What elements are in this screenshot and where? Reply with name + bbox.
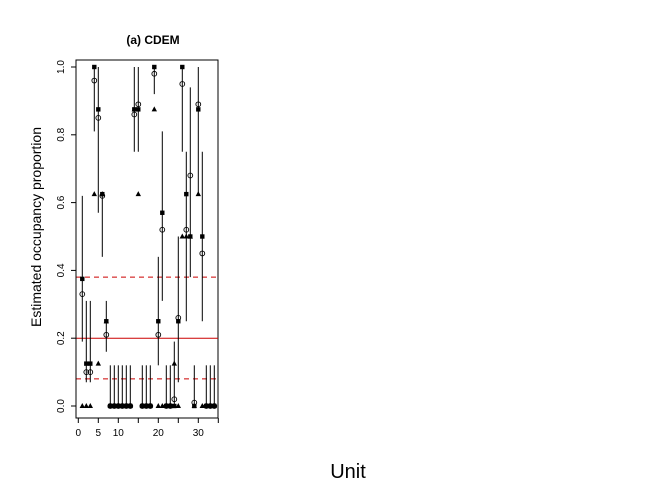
- triangle-point-unit-14: [131, 106, 137, 112]
- circle-point-unit-3: [87, 369, 94, 375]
- triangle-point-unit-5: [95, 360, 101, 366]
- circle-point-unit-24: [171, 396, 178, 403]
- triangle-point-unit-25: [175, 403, 181, 408]
- triangle-point-unit-3: [87, 403, 93, 408]
- circle-point-unit-19: [151, 70, 158, 77]
- y-tick-label-1: 0.2: [56, 331, 67, 345]
- circle-point-unit-2: [83, 369, 90, 375]
- square-point-unit-21: [160, 210, 165, 215]
- triangle-point-unit-2: [83, 403, 89, 408]
- square-point-unit-27: [184, 191, 189, 197]
- triangle-point-unit-28: [187, 233, 193, 239]
- triangle-point-unit-23: [167, 403, 173, 408]
- triangle-point-unit-16: [139, 403, 145, 408]
- square-point-unit-30: [196, 107, 201, 112]
- triangle-point-unit-19: [151, 106, 157, 112]
- circle-point-unit-20: [155, 331, 162, 338]
- x-tick-label-4: 30: [193, 428, 205, 439]
- triangle-point-unit-20: [155, 403, 161, 408]
- circle-point-unit-4: [91, 77, 98, 84]
- x-tick-label-3: 20: [153, 428, 165, 439]
- square-point-unit-25: [176, 319, 181, 324]
- circle-point-unit-21: [159, 226, 166, 233]
- triangle-point-unit-9: [111, 403, 117, 408]
- triangle-point-unit-18: [147, 403, 153, 408]
- x-tick-label-2: 10: [113, 428, 125, 439]
- circle-point-unit-26: [179, 81, 186, 87]
- triangle-point-unit-21: [159, 403, 165, 408]
- circle-point-unit-27: [183, 226, 190, 233]
- circle-point-unit-30: [195, 101, 202, 108]
- triangle-point-unit-1: [79, 403, 85, 408]
- square-point-unit-24: [172, 403, 177, 409]
- x-axis: 0 5 10 20 30: [76, 417, 219, 439]
- triangle-point-unit-7: [103, 318, 109, 324]
- square-point-unit-5: [96, 107, 101, 112]
- triangle-point-unit-11: [119, 403, 125, 408]
- y-tick-label-4: 0.8: [56, 127, 67, 141]
- triangle-point-unit-6: [99, 191, 105, 197]
- y-tick-label-3: 0.6: [56, 195, 67, 209]
- triangle-point-unit-24: [171, 360, 177, 366]
- square-point-unit-2: [84, 361, 89, 366]
- triangle-point-unit-4: [91, 191, 97, 197]
- square-point-unit-4: [92, 64, 97, 70]
- triangle-point-unit-13: [127, 403, 133, 408]
- triangle-point-unit-8: [107, 403, 113, 408]
- triangle-point-unit-17: [143, 403, 149, 408]
- circle-point-unit-31: [199, 250, 206, 257]
- square-point-unit-26: [180, 64, 185, 70]
- y-axis-title: Estimated occupancy proportion: [28, 127, 44, 327]
- triangle-point-unit-12: [123, 403, 129, 408]
- interval-segments: [81, 67, 215, 406]
- square-point-unit-15: [136, 107, 141, 112]
- circle-point-unit-1: [79, 291, 86, 297]
- triangle-point-unit-27: [183, 233, 189, 239]
- circle-point-unit-15: [135, 101, 142, 108]
- y-tick-label-5: 1.0: [56, 60, 67, 74]
- triangle-point-unit-10: [115, 403, 121, 408]
- square-point-unit-1: [80, 276, 85, 282]
- circle-point-unit-7: [103, 331, 110, 338]
- triangle-point-unit-29: [191, 403, 197, 408]
- square-point-unit-19: [152, 64, 157, 70]
- circle-point-unit-14: [131, 111, 138, 118]
- triangle-point-unit-22: [163, 403, 169, 408]
- x-tick-label-1: 5: [96, 428, 102, 439]
- circle-point-unit-28: [187, 172, 194, 179]
- y-tick-label-0: 0.0: [56, 399, 67, 413]
- square-point-unit-20: [156, 319, 161, 324]
- triangle-point-unit-33: [207, 403, 213, 408]
- x-tick-label-0: 0: [76, 428, 82, 439]
- square-point-unit-31: [200, 234, 205, 239]
- triangle-point-unit-15: [135, 191, 141, 197]
- y-tick-label-2: 0.4: [56, 263, 67, 277]
- triangle-point-unit-30: [195, 191, 201, 197]
- triangle-point-unit-31: [199, 403, 205, 408]
- triangle-point-unit-26: [179, 233, 185, 239]
- square-point-unit-3: [88, 361, 93, 366]
- y-axis: 0.0 0.2 0.4 0.6 0.8 1.0: [56, 60, 77, 413]
- chart-title: (a) CDEM: [126, 33, 179, 47]
- x-axis-title: Unit: [330, 461, 366, 480]
- triangle-point-unit-34: [211, 403, 217, 408]
- point-markers: [79, 64, 218, 409]
- triangle-point-unit-32: [203, 403, 209, 408]
- circle-point-unit-5: [95, 114, 102, 121]
